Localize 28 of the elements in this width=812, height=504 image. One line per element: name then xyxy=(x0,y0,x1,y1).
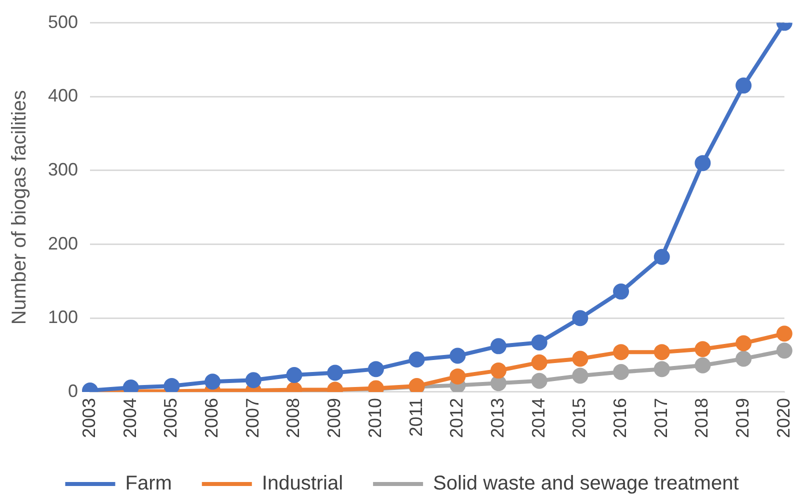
y-tick-label: 400 xyxy=(48,86,78,106)
x-tick-label: 2018 xyxy=(692,398,712,438)
x-tick-label: 2003 xyxy=(79,398,99,438)
x-tick-label: 2009 xyxy=(324,398,344,438)
y-tick-label: 0 xyxy=(68,380,78,401)
legend-label: Industrial xyxy=(262,472,344,495)
x-tick-label: 2012 xyxy=(446,398,467,438)
x-tick-label: 2019 xyxy=(732,398,753,438)
x-tick-label: 2008 xyxy=(283,398,304,438)
x-tick-label: 2014 xyxy=(528,398,548,438)
y-tick-label: 300 xyxy=(48,159,78,180)
y-axis-title: Number of biogas facilities xyxy=(8,90,31,325)
x-tick-label: 2013 xyxy=(487,398,508,438)
x-tick-label: 2017 xyxy=(650,398,671,438)
y-tick-label: 100 xyxy=(48,307,78,328)
legend-label: Farm xyxy=(125,472,172,495)
x-tick-label: 2004 xyxy=(120,398,140,438)
x-tick-label: 2020 xyxy=(773,398,794,438)
x-tick-label: 2011 xyxy=(406,398,426,437)
x-tick-label: 2006 xyxy=(202,398,222,438)
x-tick-label: 2016 xyxy=(610,398,630,438)
x-tick-label: 2010 xyxy=(364,398,385,438)
legend-label: Solid waste and sewage treatment xyxy=(433,472,740,495)
y-tick-label: 200 xyxy=(48,233,78,254)
y-tick-label: 500 xyxy=(48,12,78,32)
x-tick-label: 2005 xyxy=(160,398,181,438)
x-tick-label: 2007 xyxy=(242,398,262,438)
x-tick-label: 2015 xyxy=(569,398,590,438)
